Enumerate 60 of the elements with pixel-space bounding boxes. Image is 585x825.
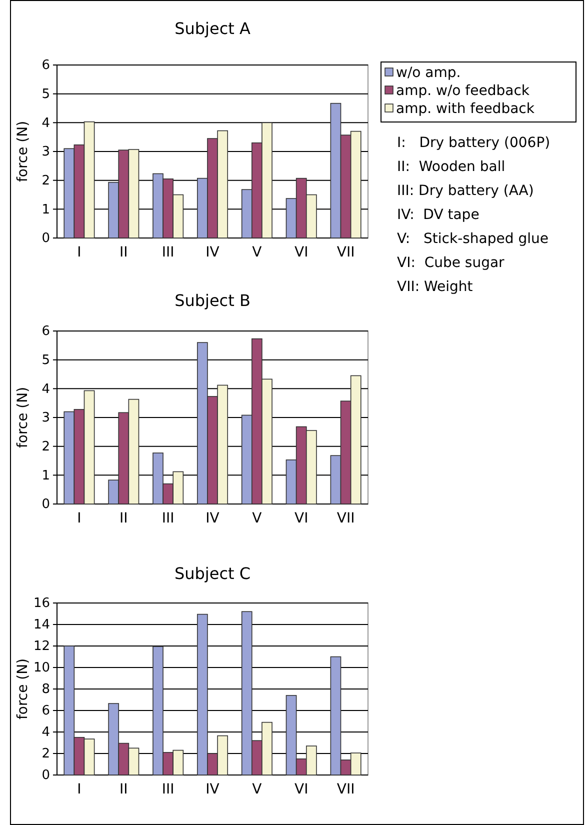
x-tick-label: II <box>120 244 128 260</box>
y-tick-label: 0 <box>42 231 50 246</box>
x-tick-label: I <box>77 244 82 260</box>
y-tick-label: 10 <box>33 660 50 676</box>
y-tick-label: 12 <box>33 639 50 654</box>
y-axis-title: force (N) <box>15 386 31 448</box>
y-tick-label: 16 <box>33 596 50 612</box>
y-tick-label: 4 <box>42 725 50 740</box>
y-tick-label: 6 <box>42 704 50 719</box>
y-tick-label: 0 <box>42 497 50 512</box>
x-tick-label: IV <box>206 781 220 798</box>
y-tick-label: 3 <box>42 410 50 426</box>
text: V: Stick-shaped glue <box>397 231 548 247</box>
x-tick-label: V <box>252 781 262 798</box>
y-tick-label: 4 <box>42 382 50 397</box>
x-tick-label: VI <box>294 510 308 526</box>
y-tick-label: 6 <box>42 58 50 74</box>
y-tick-label: 8 <box>42 682 50 698</box>
x-tick-label: III <box>162 781 174 798</box>
y-tick-label: 1 <box>42 468 50 484</box>
x-tick-label: II <box>120 510 128 526</box>
x-tick-label: V <box>252 510 262 526</box>
y-tick-label: 6 <box>42 324 50 340</box>
legend-label: w/o amp. <box>396 65 461 81</box>
y-tick-label: 2 <box>42 746 50 762</box>
y-axis-title: force (N) <box>15 658 31 720</box>
x-tick-label: VI <box>294 244 308 260</box>
x-tick-label: VII <box>336 244 355 260</box>
legend-label: amp. with feedback <box>396 101 536 117</box>
text: VII: Weight <box>397 279 474 295</box>
y-tick-label: 5 <box>42 352 50 368</box>
chart-title: Subject C <box>174 564 251 583</box>
text: III: Dry battery (AA) <box>397 183 534 199</box>
y-axis-title: force (N) <box>15 120 31 182</box>
y-tick-label: 14 <box>33 618 50 633</box>
x-tick-label: VI <box>294 781 308 798</box>
y-tick-label: 5 <box>42 86 50 102</box>
x-tick-label: VII <box>336 510 355 526</box>
x-tick-label: V <box>252 244 262 260</box>
text: VI: Cube sugar <box>397 255 505 271</box>
text: IV: DV tape <box>397 207 480 223</box>
x-tick-label: I <box>77 510 82 526</box>
legend-label: amp. w/o feedback <box>396 83 530 99</box>
x-tick-label: III <box>162 244 174 260</box>
chart-title: Subject A <box>174 19 250 38</box>
y-tick-label: 0 <box>42 768 50 784</box>
x-tick-label: I <box>77 781 82 798</box>
text: II: Wooden ball <box>397 159 506 175</box>
x-tick-label: III <box>162 510 174 526</box>
x-tick-label: II <box>120 781 128 798</box>
x-tick-label: IV <box>206 244 220 260</box>
y-tick-label: 3 <box>42 144 50 160</box>
y-tick-label: 1 <box>42 202 50 218</box>
y-tick-label: 2 <box>42 173 50 188</box>
chart-title: Subject B <box>174 291 250 310</box>
text: I: Dry battery (006P) <box>397 135 550 151</box>
y-tick-label: 2 <box>42 439 50 454</box>
x-tick-label: VII <box>336 781 355 798</box>
y-tick-label: 4 <box>42 116 50 131</box>
x-tick-label: IV <box>206 510 220 526</box>
